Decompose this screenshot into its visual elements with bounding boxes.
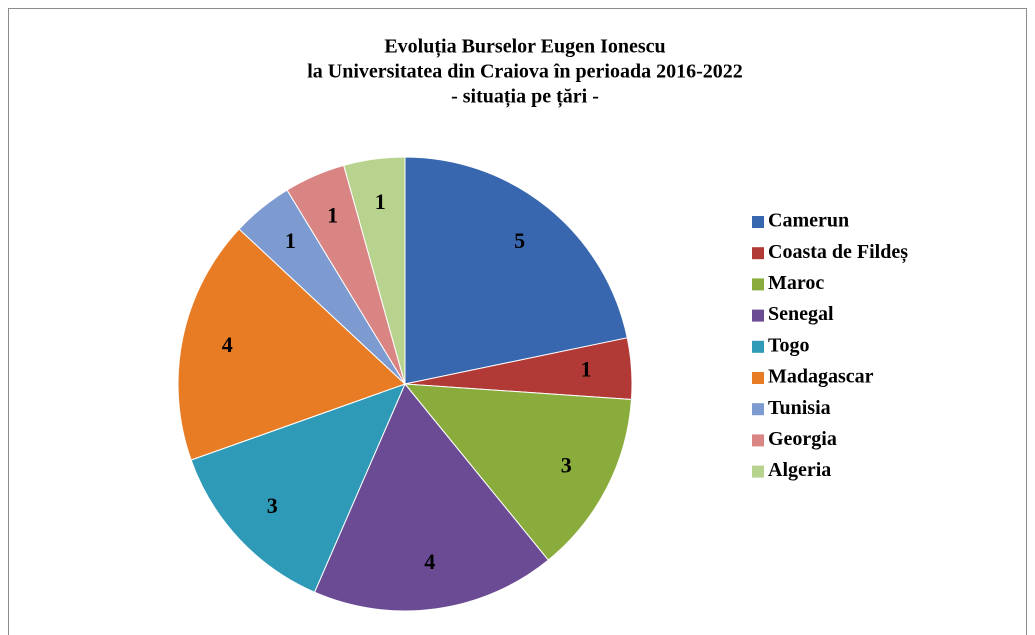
data-label: 1 [581,357,592,382]
legend-label: Maroc [768,272,824,294]
legend-label: Coasta de Fildeș [768,241,908,264]
data-label: 5 [514,228,525,253]
legend-swatch [752,278,764,291]
legend-label: Georgia [768,428,837,450]
pie-slice [404,156,628,385]
data-label: 4 [424,549,435,574]
data-label: 3 [561,453,572,478]
data-label: 4 [222,332,233,357]
pie-slice [313,383,549,612]
chart-title: Evoluția Burselor Eugen Ionescu [384,36,665,59]
data-label: 3 [267,493,278,518]
data-label: 1 [327,202,338,227]
legend-swatch [752,340,764,353]
chart-title: la Universitatea din Craiova în perioada… [307,61,743,83]
legend-swatch [752,309,764,322]
legend-label: Madagascar [768,366,874,388]
legend-swatch [752,216,764,228]
legend-label: Togo [768,334,810,356]
legend-swatch [752,403,764,416]
legend-swatch [752,434,764,447]
pie-slice [403,383,633,561]
pie-slice [190,383,406,593]
legend-label: Camerun [768,210,849,232]
legend-swatch [752,247,764,260]
legend-label: Senegal [768,303,834,325]
data-label: 1 [375,189,386,214]
legend-label: Tunisia [768,397,831,419]
pie-slice [177,228,406,461]
pie-slice [343,156,406,385]
legend-swatch [752,372,764,384]
legend-label: Algeria [768,459,831,481]
legend-swatch [752,465,764,478]
chart-title: - situația pe țări - [451,86,599,109]
data-label: 1 [285,228,296,253]
